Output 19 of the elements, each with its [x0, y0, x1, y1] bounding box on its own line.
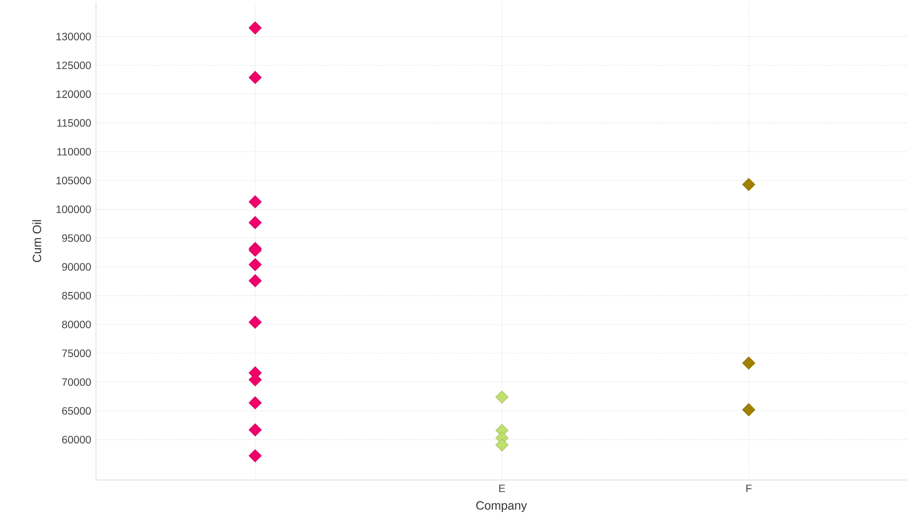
y-tick-label: 70000: [62, 378, 91, 386]
y-tick-label: 80000: [62, 320, 91, 328]
y-tick-label: 105000: [56, 176, 91, 184]
y-tick-label: 125000: [56, 62, 91, 70]
y-tick-label: 95000: [62, 234, 91, 242]
y-tick-label: 90000: [62, 263, 91, 271]
x-tick-label: E: [499, 484, 506, 492]
y-tick-label: 60000: [62, 436, 91, 444]
y-tick-label: 75000: [62, 350, 91, 358]
x-tick-label: F: [746, 484, 752, 492]
y-tick-label: 110000: [57, 148, 91, 156]
y-tick-label: 120000: [56, 90, 91, 98]
y-tick-label: 85000: [62, 292, 91, 300]
y-tick-label: 65000: [62, 407, 91, 415]
y-tick-label: 115000: [57, 119, 91, 127]
y-axis-title: Cum Oil: [32, 220, 42, 262]
y-tick-label: 100000: [56, 206, 91, 214]
x-axis-title: Company: [476, 501, 527, 512]
y-tick-label: 130000: [56, 32, 91, 40]
